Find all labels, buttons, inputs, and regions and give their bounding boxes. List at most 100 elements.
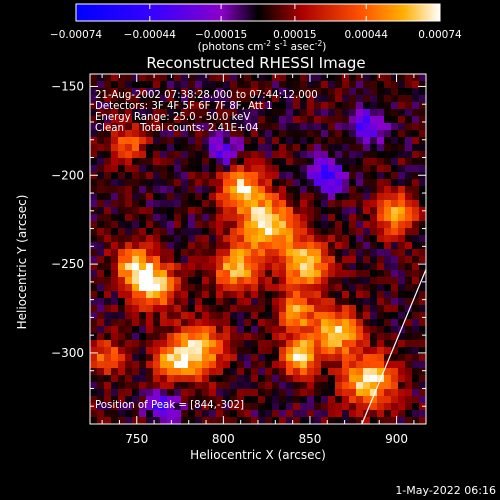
heatmap-cell bbox=[377, 333, 385, 341]
heatmap-cell bbox=[377, 137, 385, 145]
heatmap-cell bbox=[391, 312, 399, 320]
heatmap-cell bbox=[125, 165, 133, 173]
heatmap-cell bbox=[258, 389, 266, 397]
heatmap-cell bbox=[139, 249, 147, 257]
heatmap-cell bbox=[216, 249, 224, 257]
heatmap-cell bbox=[265, 193, 273, 201]
heatmap-cell bbox=[265, 242, 273, 250]
heatmap-cell bbox=[293, 270, 301, 278]
heatmap-cell bbox=[300, 305, 308, 313]
heatmap-cell bbox=[209, 347, 217, 355]
heatmap-cell bbox=[363, 291, 371, 299]
heatmap-cell bbox=[167, 410, 175, 418]
heatmap-cell bbox=[111, 102, 119, 110]
heatmap-cell bbox=[174, 291, 182, 299]
heatmap-cell bbox=[139, 410, 147, 418]
heatmap-cell bbox=[405, 270, 413, 278]
heatmap-cell bbox=[398, 109, 406, 117]
heatmap-cell bbox=[209, 102, 217, 110]
heatmap-cell bbox=[118, 403, 126, 411]
heatmap-cell bbox=[412, 221, 420, 229]
heatmap-cell bbox=[405, 144, 413, 152]
heatmap-cell bbox=[209, 95, 217, 103]
heatmap-cell bbox=[174, 151, 182, 159]
heatmap-cell bbox=[335, 172, 343, 180]
heatmap-cell bbox=[97, 81, 105, 89]
heatmap-cell bbox=[419, 284, 426, 292]
heatmap-cell bbox=[118, 144, 126, 152]
heatmap-cell bbox=[167, 249, 175, 257]
heatmap-cell bbox=[342, 137, 350, 145]
heatmap-cell bbox=[356, 214, 364, 222]
heatmap-cell bbox=[349, 375, 357, 383]
heatmap-cell bbox=[244, 116, 252, 124]
heatmap-cell bbox=[272, 228, 280, 236]
heatmap-cell bbox=[167, 151, 175, 159]
heatmap-cell bbox=[90, 137, 98, 145]
heatmap-cell bbox=[405, 382, 413, 390]
heatmap-cell bbox=[153, 361, 161, 369]
heatmap-cell bbox=[335, 179, 343, 187]
heatmap-cell bbox=[188, 221, 196, 229]
heatmap-cell bbox=[104, 277, 112, 285]
heatmap-cell bbox=[251, 347, 259, 355]
heatmap-cell bbox=[363, 116, 371, 124]
heatmap-cell bbox=[97, 172, 105, 180]
heatmap-cell bbox=[279, 242, 287, 250]
heatmap-cell bbox=[391, 123, 399, 131]
heatmap-cell bbox=[328, 368, 336, 376]
heatmap-cell bbox=[419, 396, 426, 404]
heatmap-cell bbox=[342, 382, 350, 390]
heatmap-cell bbox=[202, 340, 210, 348]
heatmap-cell bbox=[251, 242, 259, 250]
heatmap-cell bbox=[188, 375, 196, 383]
heatmap-cell bbox=[349, 319, 357, 327]
heatmap-cell bbox=[188, 410, 196, 418]
heatmap-cell bbox=[356, 249, 364, 257]
heatmap-cell bbox=[174, 403, 182, 411]
heatmap-cell bbox=[188, 193, 196, 201]
heatmap-cell bbox=[181, 193, 189, 201]
heatmap-cell bbox=[174, 396, 182, 404]
heatmap-cell bbox=[146, 74, 154, 82]
heatmap-cell bbox=[230, 172, 238, 180]
heatmap-cell bbox=[405, 123, 413, 131]
heatmap-cell bbox=[125, 389, 133, 397]
heatmap-cell bbox=[216, 130, 224, 138]
heatmap-cell bbox=[132, 312, 140, 320]
heatmap-cell bbox=[209, 186, 217, 194]
heatmap-cell bbox=[300, 333, 308, 341]
heatmap-cell bbox=[195, 186, 203, 194]
heatmap-cell bbox=[384, 179, 392, 187]
heatmap-cell bbox=[300, 263, 308, 271]
heatmap-cell bbox=[188, 102, 196, 110]
heatmap-cell bbox=[188, 305, 196, 313]
heatmap-cell bbox=[377, 410, 385, 418]
heatmap-cell bbox=[153, 326, 161, 334]
heatmap-cell bbox=[125, 396, 133, 404]
heatmap-cell bbox=[216, 221, 224, 229]
heatmap-cell bbox=[300, 193, 308, 201]
heatmap-cell bbox=[307, 151, 315, 159]
heatmap-cell bbox=[153, 242, 161, 250]
heatmap-cell bbox=[335, 333, 343, 341]
heatmap-cell bbox=[342, 88, 350, 96]
heatmap-cell bbox=[251, 319, 259, 327]
heatmap-cell bbox=[230, 368, 238, 376]
heatmap-cell bbox=[384, 249, 392, 257]
heatmap-cell bbox=[321, 130, 329, 138]
heatmap-cell bbox=[391, 221, 399, 229]
heatmap-cell bbox=[188, 333, 196, 341]
heatmap-cell bbox=[188, 361, 196, 369]
heatmap-cell bbox=[160, 291, 168, 299]
heatmap-cell bbox=[391, 228, 399, 236]
heatmap-cell bbox=[314, 403, 322, 411]
heatmap-cell bbox=[328, 305, 336, 313]
heatmap-cell bbox=[160, 319, 168, 327]
heatmap-cell bbox=[153, 382, 161, 390]
heatmap-cell bbox=[314, 375, 322, 383]
heatmap-cell bbox=[111, 277, 119, 285]
heatmap-cell bbox=[97, 305, 105, 313]
heatmap-cell bbox=[349, 221, 357, 229]
heatmap-cell bbox=[293, 340, 301, 348]
